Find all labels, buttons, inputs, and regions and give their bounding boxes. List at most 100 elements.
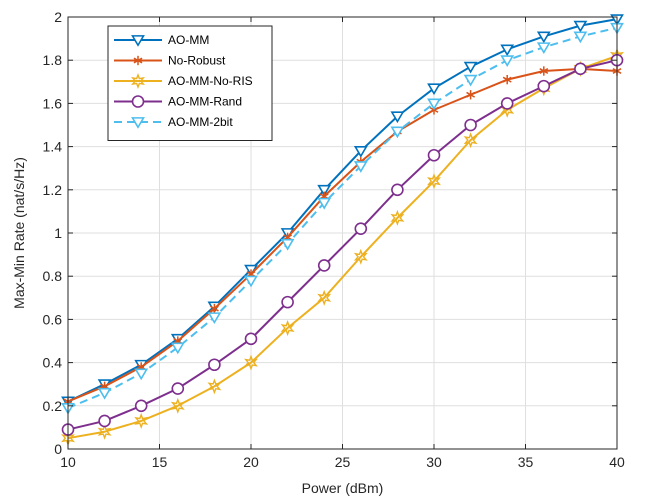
legend-label: AO-MM <box>168 33 209 47</box>
data-point <box>134 399 148 413</box>
y-tick-label: 2 <box>54 9 62 25</box>
y-tick-label: 0.6 <box>43 311 63 327</box>
data-point <box>353 145 368 158</box>
legend-label: AO-MM-Rand <box>168 95 242 109</box>
y-tick-label: 0.4 <box>43 355 63 371</box>
data-point <box>317 184 332 197</box>
legend-item: AO-MM-No-RIS <box>114 72 253 90</box>
data-point <box>209 303 219 314</box>
y-tick-labels: 0 0.2 0.4 0.6 0.8 1 1.2 1.4 1.6 1.8 2 <box>43 9 63 457</box>
series-line <box>67 18 618 403</box>
data-point <box>536 31 551 44</box>
data-point <box>574 62 587 76</box>
data-point <box>208 358 221 372</box>
data-point <box>390 209 405 226</box>
legend-swatch-marker <box>131 72 145 90</box>
legend-label: AO-MM-2bit <box>168 115 233 129</box>
data-point <box>207 378 222 395</box>
legend: AO-MM No-Robust AO-MM-No-RIS AO-MM-Rand AO-M… <box>107 25 273 141</box>
data-point <box>280 238 295 251</box>
x-tick-label: 20 <box>243 454 259 470</box>
data-point <box>171 382 185 395</box>
data-point <box>537 79 551 93</box>
y-tick-label: 1.4 <box>43 139 63 155</box>
data-point <box>391 183 404 197</box>
data-point <box>539 66 549 76</box>
data-point <box>463 74 478 87</box>
y-tick-label: 0.2 <box>43 398 63 414</box>
data-point <box>500 97 514 110</box>
data-point <box>134 368 149 381</box>
data-point <box>390 111 405 124</box>
data-point <box>281 295 294 309</box>
y-tick-label: 0.8 <box>43 268 63 284</box>
legend-swatch-marker <box>131 35 145 47</box>
ticks <box>67 16 618 450</box>
data-point <box>536 42 551 55</box>
y-tick-label: 1.2 <box>43 182 63 198</box>
y-tick-label: 0 <box>54 441 62 457</box>
legend-swatch-marker <box>133 55 143 66</box>
x-tick-label: 15 <box>152 454 168 470</box>
data-point <box>207 312 222 325</box>
data-point <box>390 126 405 139</box>
data-point-stroke <box>466 91 476 98</box>
y-axis-label: Max-Min Rate (nat/s/Hz) <box>11 157 27 309</box>
data-point <box>280 319 295 337</box>
legend-item: AO-MM-2bit <box>114 115 233 129</box>
series-ao-mm-2bit <box>61 22 624 415</box>
series-line <box>67 67 618 403</box>
data-point <box>97 387 112 400</box>
data-point-stroke <box>502 76 512 83</box>
x-axis-label: Power (dBm) <box>302 480 384 496</box>
data-point <box>573 31 588 44</box>
x-tick-label: 35 <box>518 454 534 470</box>
series-line <box>67 54 618 440</box>
data-point <box>317 289 332 306</box>
legend-item: AO-MM-Rand <box>114 95 242 109</box>
data-point <box>427 173 441 190</box>
data-point <box>244 354 258 371</box>
series-layer <box>61 14 624 447</box>
data-point <box>244 332 258 346</box>
x-tick-label: 30 <box>426 454 442 470</box>
x-tick-label: 10 <box>60 454 76 470</box>
data-point <box>134 412 149 429</box>
x-tick-label: 40 <box>609 454 625 470</box>
data-point <box>573 20 588 33</box>
legend-label: No-Robust <box>168 54 226 68</box>
data-point <box>170 342 185 355</box>
data-point <box>170 397 185 414</box>
legend-swatch-marker <box>131 117 145 129</box>
data-point-stroke <box>209 305 219 312</box>
legend-swatch-marker <box>131 95 145 108</box>
legend-item: No-Robust <box>114 54 226 68</box>
series-ao-mm-rand <box>61 53 624 436</box>
data-point <box>463 132 478 149</box>
data-point <box>463 61 478 74</box>
legend-item: AO-MM <box>114 33 209 47</box>
data-point <box>500 55 515 68</box>
legend-swatch-marker-stroke <box>133 57 143 64</box>
x-tick-label: 25 <box>335 454 351 470</box>
data-point <box>464 118 477 132</box>
data-point <box>427 83 441 96</box>
data-point <box>354 222 368 235</box>
x-tick-labels: 10 15 20 25 30 35 40 <box>60 454 625 470</box>
data-point <box>466 90 476 100</box>
data-point <box>244 275 258 288</box>
data-point <box>317 197 332 210</box>
data-point <box>500 44 515 57</box>
data-point <box>317 259 331 272</box>
data-point <box>97 423 112 440</box>
data-point <box>427 148 441 162</box>
data-point <box>353 248 368 265</box>
data-point <box>502 74 512 85</box>
data-point <box>353 161 368 173</box>
legend-label: AO-MM-No-RIS <box>168 74 253 88</box>
data-point-stroke <box>539 68 549 74</box>
series-line <box>67 59 618 431</box>
y-tick-label: 1.8 <box>43 52 63 68</box>
y-tick-label: 1.6 <box>43 95 63 111</box>
